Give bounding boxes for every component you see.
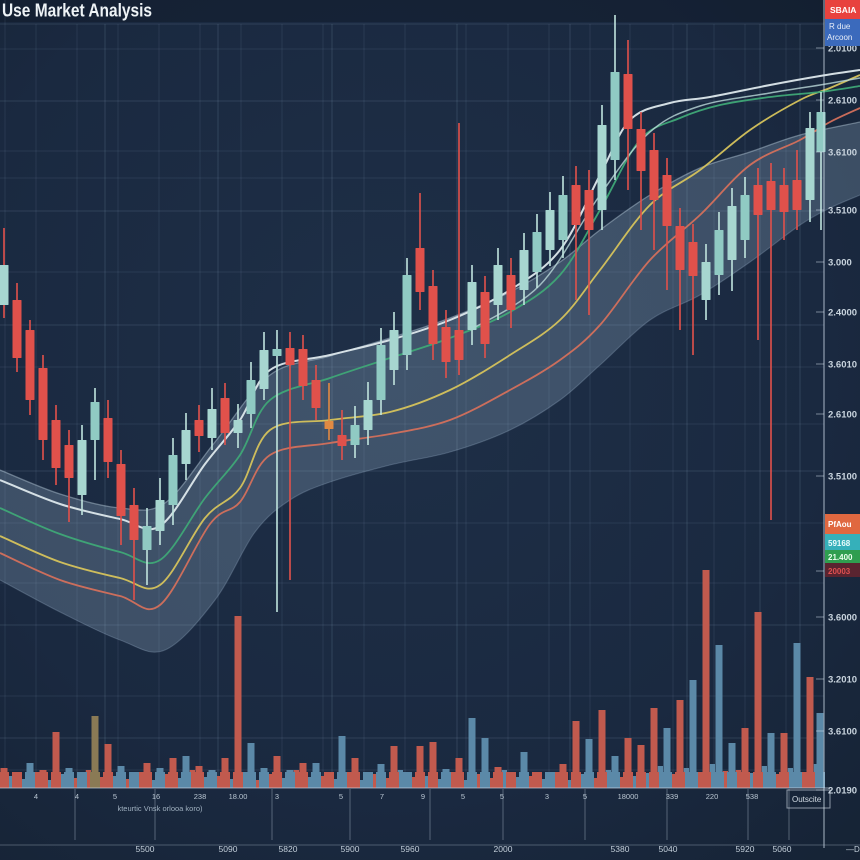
svg-text:5: 5 xyxy=(461,792,465,801)
svg-text:2.0100: 2.0100 xyxy=(828,44,857,55)
svg-text:3.6010: 3.6010 xyxy=(828,360,857,371)
svg-text:5: 5 xyxy=(113,792,117,801)
svg-text:Outscite: Outscite xyxy=(792,795,822,804)
svg-text:5960: 5960 xyxy=(401,844,420,854)
svg-text:4: 4 xyxy=(34,792,38,801)
svg-text:7: 7 xyxy=(380,792,384,801)
svg-text:2.6100: 2.6100 xyxy=(828,410,857,421)
svg-text:3.2010: 3.2010 xyxy=(828,675,857,686)
svg-text:238: 238 xyxy=(194,792,207,801)
svg-text:18000: 18000 xyxy=(618,792,639,801)
svg-text:2.4000: 2.4000 xyxy=(828,308,857,319)
svg-text:Arcoon: Arcoon xyxy=(827,33,852,42)
svg-text:16: 16 xyxy=(152,792,160,801)
svg-text:3: 3 xyxy=(275,792,279,801)
svg-text:5: 5 xyxy=(339,792,343,801)
svg-text:4: 4 xyxy=(75,792,79,801)
svg-text:5: 5 xyxy=(500,792,504,801)
svg-text:Use Market Analysis: Use Market Analysis xyxy=(2,1,152,21)
svg-text:3.000: 3.000 xyxy=(828,258,852,269)
svg-text:220: 220 xyxy=(706,792,719,801)
svg-text:5090: 5090 xyxy=(219,844,238,854)
svg-text:SBAIA: SBAIA xyxy=(830,5,856,15)
svg-text:9: 9 xyxy=(421,792,425,801)
svg-text:5920: 5920 xyxy=(736,844,755,854)
svg-text:5900: 5900 xyxy=(341,844,360,854)
svg-text:59168: 59168 xyxy=(828,539,851,548)
svg-text:3: 3 xyxy=(545,792,549,801)
svg-text:3.6100: 3.6100 xyxy=(828,727,857,738)
svg-text:3.5100: 3.5100 xyxy=(828,472,857,483)
svg-text:2.6100: 2.6100 xyxy=(828,96,857,107)
svg-text:5380: 5380 xyxy=(611,844,630,854)
svg-text:3.6000: 3.6000 xyxy=(828,613,857,624)
svg-text:538: 538 xyxy=(746,792,759,801)
svg-text:kteurtic Vnsk orlooa koro): kteurtic Vnsk orlooa koro) xyxy=(117,804,203,813)
svg-text:339: 339 xyxy=(666,792,679,801)
svg-text:R due: R due xyxy=(829,22,851,31)
svg-text:20003: 20003 xyxy=(828,567,851,576)
svg-text:PfAou: PfAou xyxy=(828,520,852,529)
svg-text:5500: 5500 xyxy=(136,844,155,854)
svg-text:18.00: 18.00 xyxy=(229,792,248,801)
svg-text:2.0190: 2.0190 xyxy=(828,786,857,797)
svg-text:5040: 5040 xyxy=(659,844,678,854)
svg-text:—D(0): —D(0) xyxy=(846,845,860,854)
svg-text:21.400: 21.400 xyxy=(828,553,853,562)
svg-text:3.6100: 3.6100 xyxy=(828,148,857,159)
svg-text:3.5100: 3.5100 xyxy=(828,206,857,217)
svg-text:5820: 5820 xyxy=(279,844,298,854)
svg-text:2000: 2000 xyxy=(494,844,513,854)
svg-text:5: 5 xyxy=(583,792,587,801)
svg-text:5060: 5060 xyxy=(773,844,792,854)
